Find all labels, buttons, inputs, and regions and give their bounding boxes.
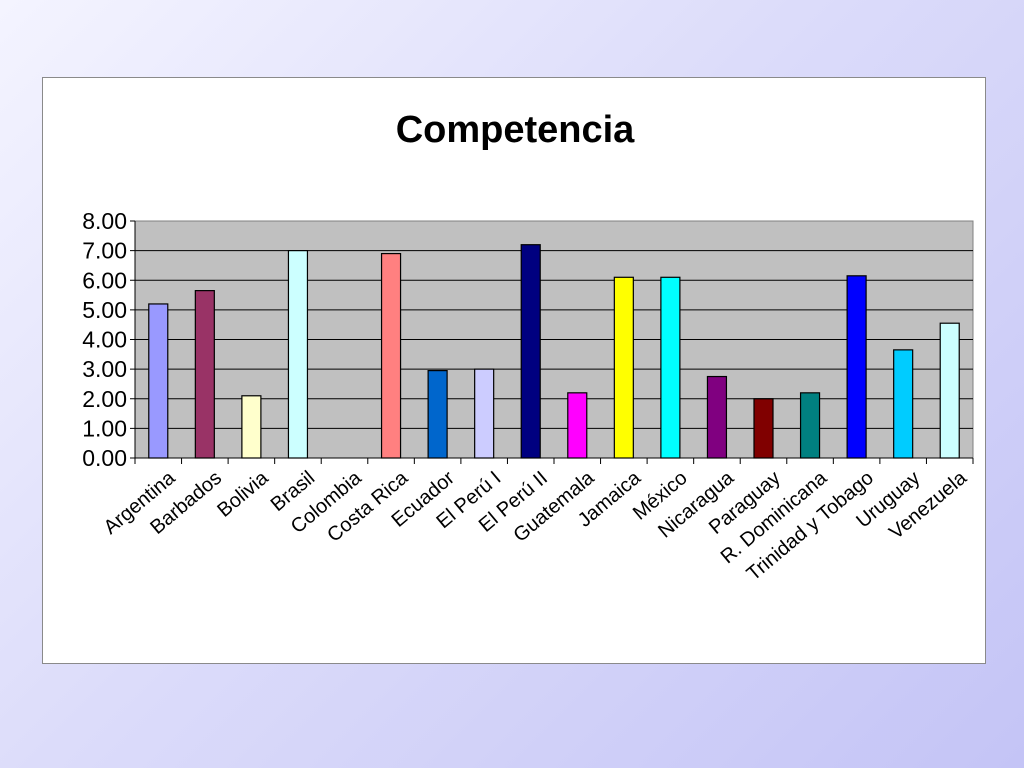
bar-chart: Competencia 0.00 1.00 2.00 3.00 4.00 5.00 6.00…: [82, 109, 974, 585]
bar-uruguay: [893, 349, 914, 459]
bar-r-dominicana: [799, 392, 821, 459]
y-tick-label: 2.00: [82, 386, 127, 412]
bar-paraguay: [753, 398, 774, 459]
bar-jamaica: [613, 276, 634, 459]
x-tick-label: Bolivia: [213, 466, 273, 521]
y-tick-label: 7.00: [82, 238, 127, 264]
bar-bolivia: [241, 395, 262, 459]
bar-trinidad-y-tobago: [846, 275, 867, 459]
bar-argentina: [148, 303, 169, 459]
bar-costa-rica: [380, 252, 402, 459]
y-tick-label: 8.00: [82, 208, 127, 234]
y-tick-label: 6.00: [82, 267, 127, 293]
y-tick-label: 3.00: [82, 356, 127, 382]
bar-brasil: [287, 250, 309, 459]
bar-barbados: [194, 290, 215, 459]
chart-frame: Competencia 0.00 1.00 2.00 3.00 4.00 5.00 6.00…: [42, 77, 986, 664]
y-tick-label: 4.00: [82, 327, 127, 353]
bar-ecuador: [427, 370, 448, 459]
bar-m-xico: [660, 276, 681, 459]
bar-nicaragua: [706, 375, 728, 459]
chart-title: Competencia: [396, 109, 635, 151]
y-tick-label: 0.00: [82, 445, 127, 471]
bar-el-per-i: [474, 368, 495, 459]
bar-el-per-ii: [520, 244, 541, 459]
bar-guatemala: [567, 392, 588, 459]
y-tick-label: 5.00: [82, 297, 127, 323]
y-tick-label: 1.00: [82, 415, 127, 441]
bar-venezuela: [939, 322, 960, 459]
